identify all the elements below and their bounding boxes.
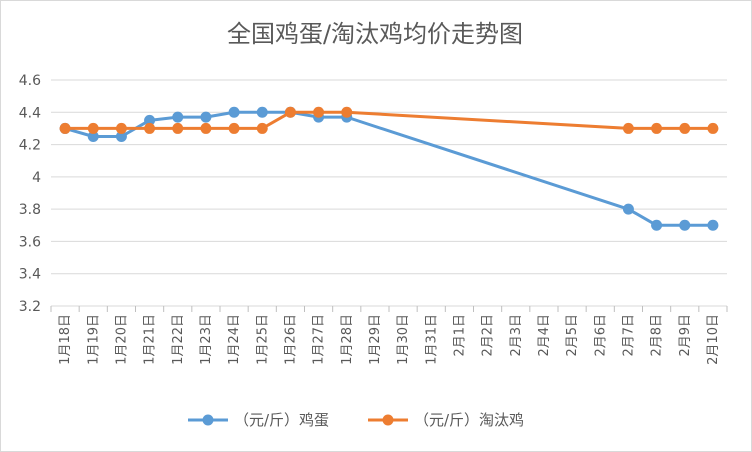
data-point bbox=[707, 219, 719, 231]
data-point bbox=[228, 122, 240, 134]
x-tick-label: 1月26日 bbox=[283, 314, 298, 365]
x-tick-label: 1月30日 bbox=[396, 314, 411, 365]
y-tick-label: 3.8 bbox=[19, 202, 41, 218]
x-tick-label: 2月9日 bbox=[678, 314, 693, 357]
data-point bbox=[144, 114, 156, 126]
x-tick-label: 2月4日 bbox=[537, 314, 552, 357]
x-tick-label: 2月10日 bbox=[706, 314, 721, 365]
y-tick-label: 4.6 bbox=[19, 73, 41, 89]
x-tick-label: 1月23日 bbox=[199, 314, 214, 365]
legend-swatch-marker bbox=[382, 414, 394, 426]
data-point bbox=[313, 106, 325, 118]
y-tick-label: 4.2 bbox=[19, 138, 41, 154]
x-tick-label: 1月28日 bbox=[340, 314, 355, 365]
x-tick-label: 2月5日 bbox=[565, 314, 580, 357]
legend-swatch-marker bbox=[202, 414, 214, 426]
data-point bbox=[59, 122, 71, 134]
data-point bbox=[284, 106, 296, 118]
data-point bbox=[87, 122, 99, 134]
data-point bbox=[679, 219, 691, 231]
data-point bbox=[679, 122, 691, 134]
data-point bbox=[651, 219, 663, 231]
y-axis: 3.2 3.4 3.6 3.8 4 4.2 4.4 4.6 bbox=[19, 73, 41, 315]
data-point bbox=[707, 122, 719, 134]
x-tick-label: 2月6日 bbox=[593, 314, 608, 357]
data-point bbox=[200, 111, 212, 123]
data-point bbox=[115, 131, 127, 142]
x-tick-label: 2月3日 bbox=[509, 314, 524, 357]
x-tick-label: 1月31日 bbox=[424, 314, 439, 365]
x-tick-label: 1月19日 bbox=[86, 314, 101, 365]
y-tick-label: 4 bbox=[32, 170, 41, 186]
x-tick-label: 1月22日 bbox=[171, 314, 186, 365]
y-tick-label: 4.4 bbox=[19, 105, 41, 121]
chart-title: 全国鸡蛋/淘汰鸡均价走势图 bbox=[226, 20, 524, 48]
y-tick-label: 3.6 bbox=[19, 234, 41, 250]
gridlines bbox=[51, 79, 727, 307]
data-point bbox=[341, 106, 353, 118]
x-tick-label: 1月21日 bbox=[143, 314, 158, 365]
data-point bbox=[228, 106, 240, 118]
data-point bbox=[115, 122, 127, 134]
data-point bbox=[87, 131, 99, 142]
x-tick-label: 2月1日 bbox=[452, 314, 467, 357]
data-point bbox=[256, 106, 268, 118]
data-point bbox=[651, 122, 663, 134]
legend-label: （元/斤）鸡蛋 bbox=[234, 411, 329, 429]
x-tick-label: 2月7日 bbox=[621, 314, 636, 357]
x-tick-label: 1月20日 bbox=[114, 314, 129, 365]
plot-area bbox=[59, 106, 719, 231]
x-tick-label: 2月8日 bbox=[650, 314, 665, 357]
data-point bbox=[172, 122, 184, 134]
x-axis: 1月18日 1月19日 1月20日 1月21日 1月22日 1月23日 1月24日 1月25日… bbox=[50, 306, 728, 365]
data-point bbox=[172, 111, 184, 123]
x-tick-label: 1月29日 bbox=[368, 314, 383, 365]
data-point bbox=[256, 122, 268, 134]
legend-label: （元/斤）淘汰鸡 bbox=[414, 411, 524, 429]
x-tick-label: 1月25日 bbox=[255, 314, 270, 365]
data-point bbox=[200, 122, 212, 134]
data-point bbox=[622, 122, 634, 134]
data-point bbox=[622, 203, 634, 215]
x-tick-label: 2月2日 bbox=[481, 314, 496, 357]
y-tick-label: 3.2 bbox=[19, 299, 41, 315]
x-tick-label: 1月18日 bbox=[58, 314, 73, 365]
legend: （元/斤）鸡蛋 （元/斤）淘汰鸡 bbox=[188, 411, 524, 429]
x-tick-label: 1月27日 bbox=[312, 314, 327, 365]
data-point bbox=[144, 122, 156, 134]
y-tick-label: 3.4 bbox=[19, 267, 41, 283]
x-tick-label: 1月24日 bbox=[227, 314, 242, 365]
